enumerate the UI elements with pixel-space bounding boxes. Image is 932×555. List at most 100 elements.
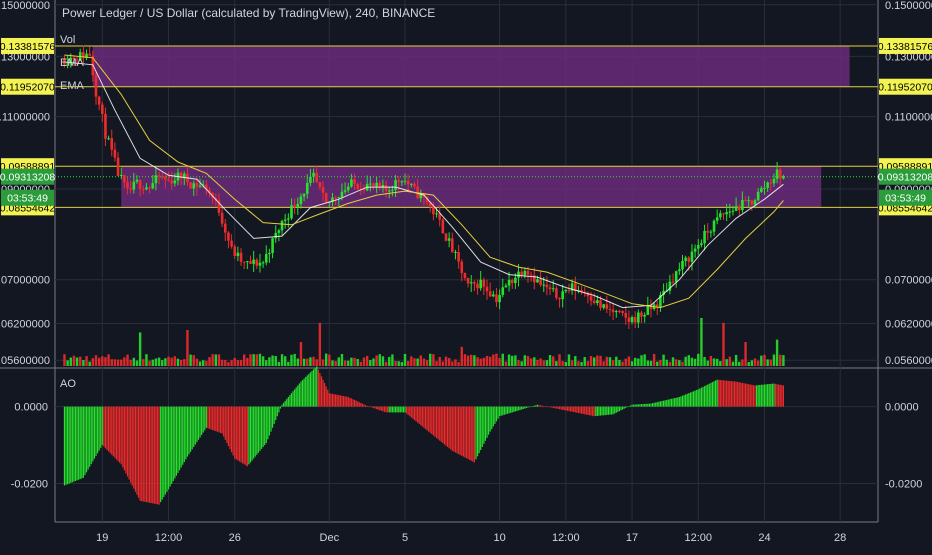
volume-bar: [261, 356, 265, 366]
volume-bar: [331, 360, 334, 366]
ao-bar: [636, 404, 638, 407]
volume-bar: [760, 355, 763, 366]
ao-bar: [582, 406, 584, 414]
volume-bar: [356, 359, 359, 366]
candle-body: [268, 252, 271, 255]
volume-bar: [381, 356, 385, 366]
volume-bar: [593, 357, 596, 366]
candle-body: [287, 218, 290, 220]
ao-bar: [469, 406, 471, 460]
price-tick-right: 0.05600000: [885, 355, 932, 367]
volume-bar: [643, 354, 646, 366]
volume-bar: [438, 356, 441, 366]
ao-bar: [569, 406, 572, 412]
ao-bar: [145, 406, 148, 503]
volume-bar: [198, 361, 202, 366]
volume-bar: [419, 355, 422, 366]
ao-bar: [398, 406, 400, 413]
volume-bar: [529, 358, 533, 366]
ao-bar: [294, 389, 296, 407]
ao-bar: [327, 389, 329, 407]
price-tick-right: 0.06200000: [885, 318, 932, 330]
volume-bar: [378, 354, 381, 366]
ao-bar: [230, 406, 233, 453]
candle-body: [290, 205, 293, 219]
price-label-left: 0.11952070: [0, 82, 55, 94]
ao-bar: [431, 406, 433, 435]
candle-body: [520, 271, 523, 276]
candle-body: [737, 206, 741, 211]
chart-title: Power Ledger / US Dollar (calculated by …: [62, 6, 436, 20]
volume-bar: [290, 354, 293, 366]
ao-bar: [681, 395, 684, 407]
candle-body: [406, 180, 410, 185]
ao-bar: [122, 406, 124, 468]
ao-bar: [79, 406, 81, 480]
volume-bar: [214, 354, 218, 366]
countdown-right: 03:53:49: [885, 193, 926, 205]
candle-body: [488, 291, 492, 297]
volume-bar: [309, 357, 312, 366]
volume-bar: [608, 357, 612, 366]
ao-bar: [215, 406, 217, 432]
candle-body: [451, 238, 454, 253]
candle-body: [246, 261, 249, 263]
candle-body: [567, 290, 571, 292]
candle-body: [182, 173, 186, 179]
volume-bar: [192, 355, 195, 366]
ao-bar: [341, 395, 343, 407]
candle-body: [734, 206, 738, 211]
ao-bar: [685, 394, 687, 407]
ao-bar: [467, 406, 469, 460]
volume-bar: [659, 359, 662, 366]
candle-body: [441, 219, 445, 234]
ao-bar: [73, 406, 75, 482]
ao-bar: [453, 406, 455, 452]
ao-bar: [692, 391, 695, 407]
ao-bar: [417, 406, 419, 423]
volume-bar: [687, 355, 691, 366]
price-label-right: 0.13381576: [878, 41, 932, 53]
volume-bar: [183, 359, 186, 366]
ao-bar: [483, 406, 485, 444]
ao-bar: [106, 406, 108, 450]
volume-bar: [154, 358, 158, 366]
volume-bar: [662, 354, 665, 366]
volume-bar: [542, 360, 545, 366]
ao-bar: [308, 373, 310, 407]
ao-bar: [320, 376, 323, 407]
candle-body: [706, 230, 710, 233]
volume-bar: [312, 356, 315, 366]
ao-bar: [533, 405, 535, 407]
volume-bar: [451, 361, 454, 366]
volume-bar: [586, 361, 590, 366]
candle-body: [756, 191, 760, 201]
volume-bar: [189, 354, 192, 366]
ao-bar: [183, 406, 185, 463]
ao-bar: [584, 406, 586, 415]
volume-bar: [416, 358, 419, 366]
volume-bar: [511, 355, 514, 366]
volume-bar: [589, 355, 593, 366]
candle-body: [444, 233, 448, 241]
ao-bar: [535, 405, 537, 407]
ao-bar: [707, 384, 709, 407]
candle-body: [457, 251, 460, 262]
ao-bar: [349, 397, 351, 407]
volume-bar: [79, 356, 82, 366]
candle-body: [555, 288, 558, 298]
volume-bar: [738, 361, 741, 366]
ao-bar: [93, 406, 96, 459]
ao-bar: [136, 406, 138, 495]
volume-bar: [425, 360, 429, 366]
candle-body: [684, 257, 687, 261]
candle-body: [167, 179, 170, 181]
ao-bar: [538, 405, 540, 407]
ao-bar: [648, 403, 650, 407]
volume-bar: [296, 358, 300, 366]
volume-bar: [277, 361, 281, 366]
ao-bar: [568, 406, 570, 412]
ao-bar: [413, 406, 416, 421]
ao-bar: [84, 406, 86, 476]
